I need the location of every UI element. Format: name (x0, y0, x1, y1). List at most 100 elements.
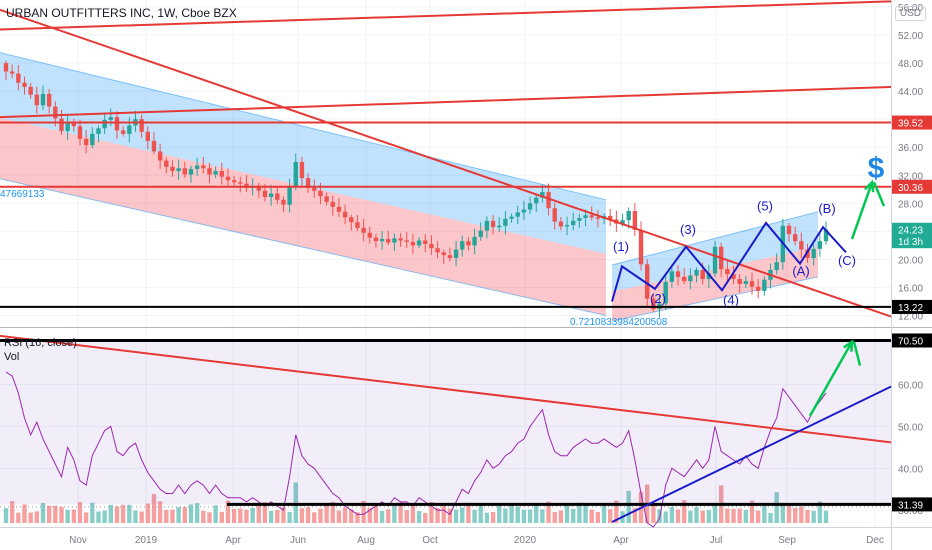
rsi-tick-label: 30.00 (898, 506, 923, 517)
rsi-badge-0-bg (892, 333, 932, 348)
volume-bar (540, 509, 545, 523)
wave-3-label: (3) (680, 222, 696, 237)
volume-bar (681, 500, 687, 523)
downtrend-channel-upper (0, 52, 606, 254)
volume-bar (490, 511, 496, 523)
volume-bar (453, 509, 459, 523)
volume-bar (188, 504, 194, 523)
volume-bar (59, 506, 64, 523)
candle-body (515, 212, 520, 217)
time-tick-label: 2020 (514, 535, 537, 546)
candle-body (571, 220, 576, 226)
time-tick-label: Nov (69, 535, 87, 546)
volume-bar (435, 508, 440, 523)
candle-body (120, 130, 126, 134)
volume-indicator-label[interactable]: Vol (4, 351, 20, 363)
volume-bar (373, 505, 379, 523)
volume-bar (589, 509, 594, 523)
volume-bar (3, 508, 9, 523)
candle-body (472, 236, 477, 246)
volume-bar (725, 508, 730, 523)
candle-body (435, 248, 440, 253)
price-badge-2-bg (892, 222, 932, 237)
candle-body (114, 117, 120, 131)
candle-body (268, 193, 274, 198)
volume-bar (632, 508, 638, 523)
candle-body (96, 128, 101, 134)
candle-body (725, 269, 730, 275)
volume-bar (527, 509, 533, 523)
candle-body (749, 281, 755, 287)
candle-body (238, 182, 243, 184)
candle-body (534, 197, 539, 204)
price-target-arrow-tail (872, 181, 886, 207)
candle-body (595, 217, 601, 219)
volume-bar (484, 512, 490, 523)
candle-body (3, 63, 9, 72)
price-badge-0: 39.52 (898, 119, 923, 130)
candle-body (46, 93, 52, 107)
candle-body (755, 286, 761, 291)
rsi-indicator-label[interactable]: RSI (16, close) (4, 337, 77, 349)
candle-body (460, 241, 465, 250)
volume-bar (700, 510, 705, 523)
candle-body (577, 218, 582, 221)
candle-body (219, 171, 224, 177)
wave-b-label: (B) (818, 201, 835, 216)
price-target-arrow (850, 181, 874, 240)
volume-bar (515, 506, 520, 523)
volume-bar (213, 505, 218, 523)
candle-body (675, 271, 681, 277)
volume-bar (120, 504, 126, 523)
volume-bar (77, 502, 83, 523)
candle-body (188, 168, 194, 175)
volume-bar (608, 509, 613, 523)
candle-body (811, 248, 816, 258)
candle-body (626, 211, 631, 221)
candle-body (404, 240, 409, 242)
wave-a-label: (A) (792, 264, 809, 279)
volume-bar (342, 507, 348, 523)
rsi-series-line (5, 371, 827, 528)
candle-body (367, 232, 372, 238)
price-tick-label: 48.00 (898, 59, 923, 70)
volume-bar (768, 512, 773, 523)
candle-body (293, 161, 298, 187)
volume-bar (466, 502, 471, 523)
candle-body (182, 168, 187, 175)
rsi-tick-label: 40.00 (898, 464, 923, 475)
volume-bar (164, 509, 169, 523)
candle-body (564, 225, 570, 227)
candle-body (509, 216, 514, 219)
volume-bar (299, 508, 305, 523)
candle-body (336, 206, 342, 212)
candle-body (503, 218, 508, 226)
candle-body (398, 238, 403, 241)
candle-body (201, 165, 206, 169)
left-edge-label: 47669133 (0, 189, 45, 200)
volume-bar (571, 509, 576, 523)
downtrend-channel-top-edge (0, 52, 607, 201)
volume-bar (811, 510, 816, 523)
wave-2-label: (2) (650, 291, 666, 306)
candle-body (361, 227, 366, 233)
price-badge-1-bg (892, 179, 932, 194)
currency-button[interactable]: USD (894, 6, 926, 21)
time-tick-label: Jun (290, 535, 306, 546)
volume-bar (53, 505, 58, 523)
candle-body (540, 192, 545, 198)
time-tick-label: Sep (778, 535, 796, 546)
price-tick-label: 12.00 (898, 311, 923, 322)
candle-body (305, 178, 311, 188)
volume-bar (367, 507, 372, 523)
volume-bar (552, 512, 557, 523)
time-tick-label: Dec (866, 535, 884, 546)
volume-bar (238, 508, 243, 523)
candle-body (589, 215, 594, 218)
volume-bar (194, 503, 200, 523)
candle-body (423, 240, 428, 244)
volume-bar (429, 501, 434, 523)
volume-bar (336, 510, 342, 523)
chart-title: URBAN OUTFITTERS INC, 1W, Cboe BZX (6, 6, 237, 20)
